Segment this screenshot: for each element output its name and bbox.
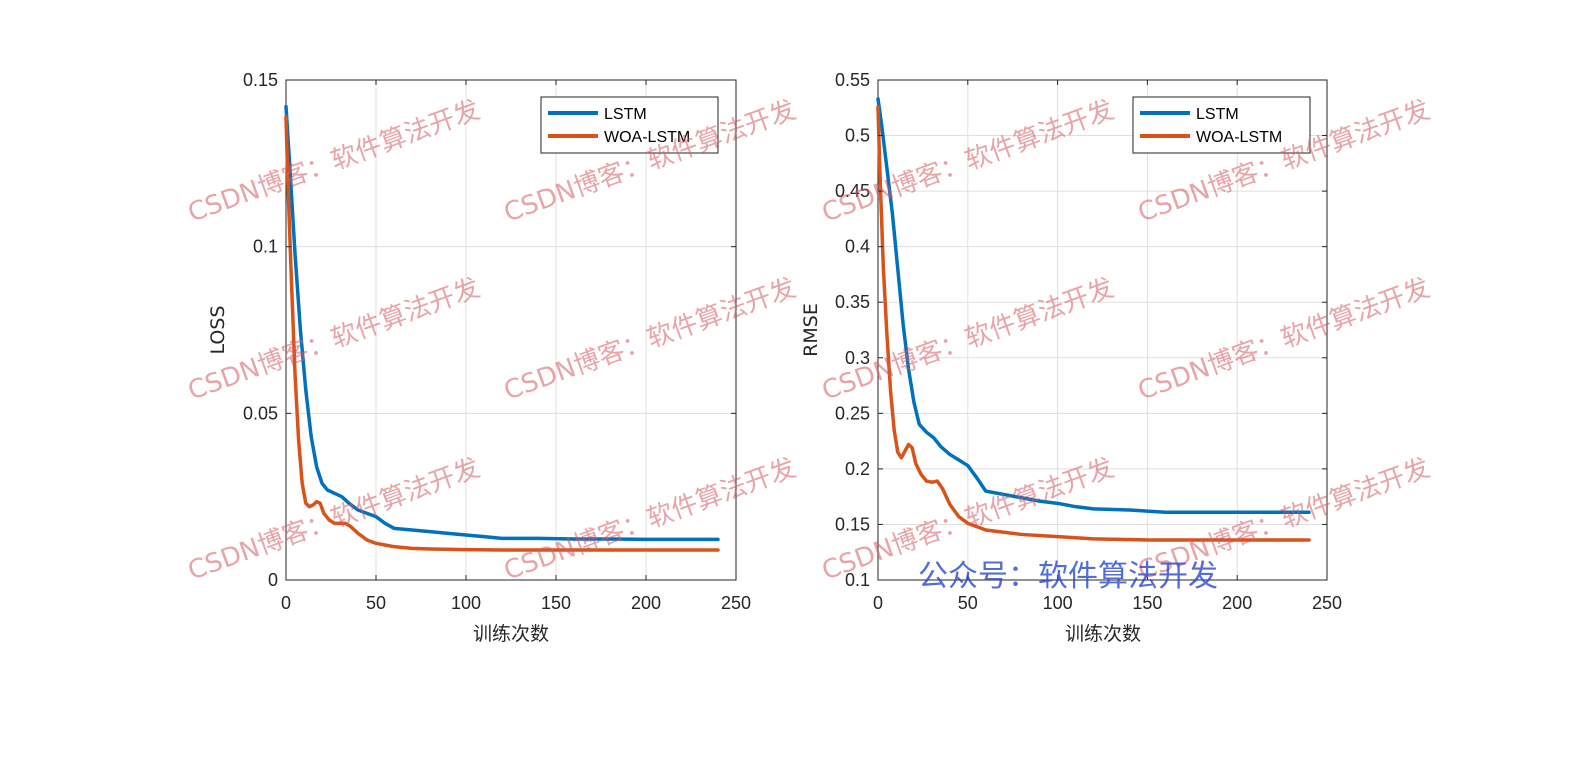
rmse-xlabel: 训练次数	[1065, 623, 1141, 645]
loss-xtick-label: 150	[541, 593, 571, 613]
rmse-series-lstm-line	[876, 97, 1311, 514]
loss-legend-box	[540, 96, 719, 154]
rmse-xtick-label: 0	[873, 593, 883, 613]
loss-legend-woa-label: WOA-LSTM	[604, 129, 690, 146]
rmse-ytick-label: 0.4	[845, 237, 870, 257]
loss-ylabel: LOSS	[207, 306, 229, 355]
loss-ytick-label: 0	[268, 570, 278, 590]
rmse-xtick-label: 100	[1043, 593, 1073, 613]
rmse-series	[876, 97, 1311, 542]
rmse-ytick-label: 0.25	[835, 403, 870, 423]
rmse-legend: LSTM WOA-LSTM	[1132, 96, 1311, 154]
rmse-ytick-label: 0.3	[845, 348, 870, 368]
rmse-ytick-label: 0.5	[845, 126, 870, 146]
rmse-xtick-label: 200	[1222, 593, 1252, 613]
loss-series-woa-lstm-line	[284, 114, 720, 552]
rmse-xtick-label: 150	[1132, 593, 1162, 613]
rmse-ticks: 0 50 100 150 200 250 0.1 0.15 0.2 0.25 0.3 0.35 0.4 0…	[835, 70, 1342, 613]
loss-ytick-label: 0.05	[243, 403, 278, 423]
loss-legend: LSTM WOA-LSTM	[540, 96, 719, 154]
loss-ytick-label: 0.1	[253, 237, 278, 257]
loss-xtick-label: 100	[451, 593, 481, 613]
rmse-ytick-label: 0.15	[835, 514, 870, 534]
rmse-chart: 0 50 100 150 200 250 0.1 0.15 0.2 0.25 0.3 0.35 0.4 0…	[800, 70, 1342, 645]
loss-ticks: 0 50 100 150 200 250 0 0.05 0.1 0.15	[243, 70, 751, 613]
rmse-legend-lstm-label: LSTM	[1196, 106, 1239, 123]
rmse-xtick-label: 250	[1312, 593, 1342, 613]
rmse-plot-area	[877, 79, 1328, 581]
rmse-legend-box	[1132, 96, 1311, 154]
loss-chart: 0 50 100 150 200 250 0 0.05 0.1 0.15 训练次数 LOSS LS…	[207, 70, 751, 645]
rmse-ytick-label: 0.55	[835, 70, 870, 90]
loss-xtick-label: 50	[366, 593, 386, 613]
loss-xtick-label: 0	[281, 593, 291, 613]
loss-xlabel: 训练次数	[473, 623, 549, 645]
loss-series-lstm-line	[284, 104, 720, 542]
watermark-footer: 公众号：软件算法开发	[918, 559, 1218, 594]
loss-plot-area	[285, 79, 737, 581]
rmse-ytick-label: 0.2	[845, 459, 870, 479]
rmse-ytick-label: 0.45	[835, 181, 870, 201]
rmse-legend-woa-label: WOA-LSTM	[1196, 129, 1282, 146]
loss-xtick-label: 200	[631, 593, 661, 613]
loss-legend-lstm-label: LSTM	[604, 106, 647, 123]
rmse-ytick-label: 0.1	[845, 570, 870, 590]
loss-xtick-label: 250	[721, 593, 751, 613]
rmse-series-woa-lstm-line	[876, 104, 1311, 542]
rmse-ytick-label: 0.35	[835, 292, 870, 312]
loss-ytick-label: 0.15	[243, 70, 278, 90]
rmse-xtick-label: 50	[958, 593, 978, 613]
loss-grid	[286, 80, 736, 580]
loss-series	[284, 104, 720, 552]
rmse-ylabel: RMSE	[800, 303, 822, 357]
